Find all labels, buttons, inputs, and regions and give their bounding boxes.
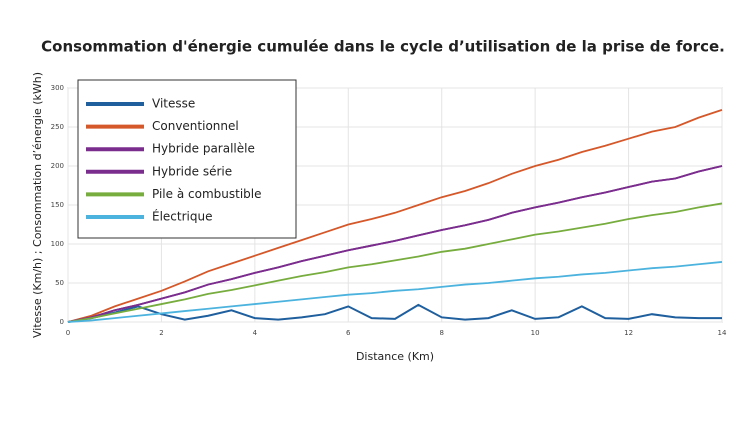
legend-label: Conventionnel	[152, 119, 239, 133]
x-tick-label: 8	[439, 329, 443, 337]
x-tick-label: 10	[531, 329, 540, 337]
x-tick-label: 4	[253, 329, 258, 337]
y-axis-label: Vitesse (Km/h) ; Consommation d’énergie …	[31, 72, 44, 338]
series-line	[67, 165, 723, 323]
y-tick-label: 250	[51, 123, 64, 131]
y-tick-label: 50	[55, 279, 64, 287]
y-tick-label: 0	[60, 318, 64, 326]
chart-title: Consommation d'énergie cumulée dans le c…	[41, 38, 725, 56]
x-tick-label: 14	[718, 329, 727, 337]
legend-label: Pile à combustible	[152, 187, 261, 201]
x-tick-label: 6	[346, 329, 351, 337]
legend-label: Hybride série	[152, 164, 232, 178]
legend-label: Hybride parallèle	[152, 142, 255, 156]
series-line	[67, 261, 723, 323]
x-tick-label: 0	[66, 329, 70, 337]
x-tick-label: 2	[159, 329, 163, 337]
series-line	[67, 108, 723, 323]
legend-label: Électrique	[152, 209, 212, 224]
series-line	[67, 202, 723, 323]
y-tick-label: 300	[51, 84, 64, 92]
series-line	[67, 303, 722, 323]
x-axis-label: Distance (Km)	[356, 350, 434, 363]
legend-box	[77, 79, 297, 239]
x-tick-label: 12	[624, 329, 633, 337]
y-tick-label: 200	[51, 162, 64, 170]
y-tick-label: 150	[51, 201, 64, 209]
y-tick-label: 100	[51, 240, 64, 248]
legend-label: Vitesse	[152, 97, 195, 111]
